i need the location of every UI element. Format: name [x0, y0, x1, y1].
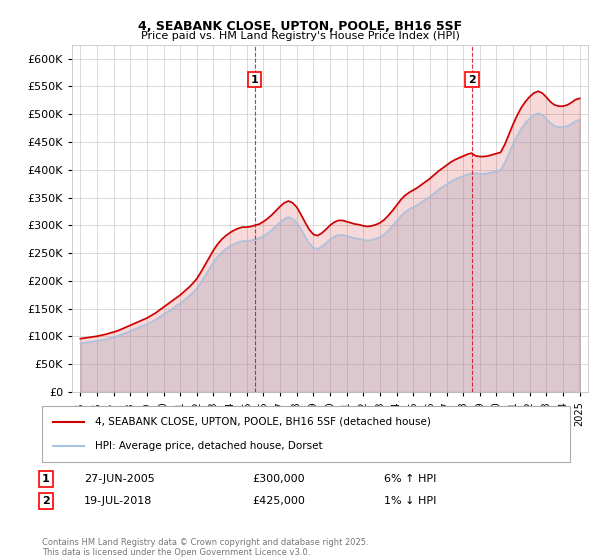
Text: 4, SEABANK CLOSE, UPTON, POOLE, BH16 5SF: 4, SEABANK CLOSE, UPTON, POOLE, BH16 5SF: [138, 20, 462, 32]
Text: £300,000: £300,000: [252, 474, 305, 484]
Text: 2: 2: [468, 74, 476, 85]
Text: 2: 2: [42, 496, 50, 506]
Text: 19-JUL-2018: 19-JUL-2018: [84, 496, 152, 506]
Text: 1: 1: [42, 474, 50, 484]
FancyBboxPatch shape: [42, 406, 570, 462]
Text: 6% ↑ HPI: 6% ↑ HPI: [384, 474, 436, 484]
Text: £425,000: £425,000: [252, 496, 305, 506]
Text: 1% ↓ HPI: 1% ↓ HPI: [384, 496, 436, 506]
Text: 1: 1: [251, 74, 259, 85]
Text: HPI: Average price, detached house, Dorset: HPI: Average price, detached house, Dors…: [95, 441, 322, 451]
Text: Price paid vs. HM Land Registry's House Price Index (HPI): Price paid vs. HM Land Registry's House …: [140, 31, 460, 41]
Text: 27-JUN-2005: 27-JUN-2005: [84, 474, 155, 484]
Text: 4, SEABANK CLOSE, UPTON, POOLE, BH16 5SF (detached house): 4, SEABANK CLOSE, UPTON, POOLE, BH16 5SF…: [95, 417, 431, 427]
Text: Contains HM Land Registry data © Crown copyright and database right 2025.
This d: Contains HM Land Registry data © Crown c…: [42, 538, 368, 557]
